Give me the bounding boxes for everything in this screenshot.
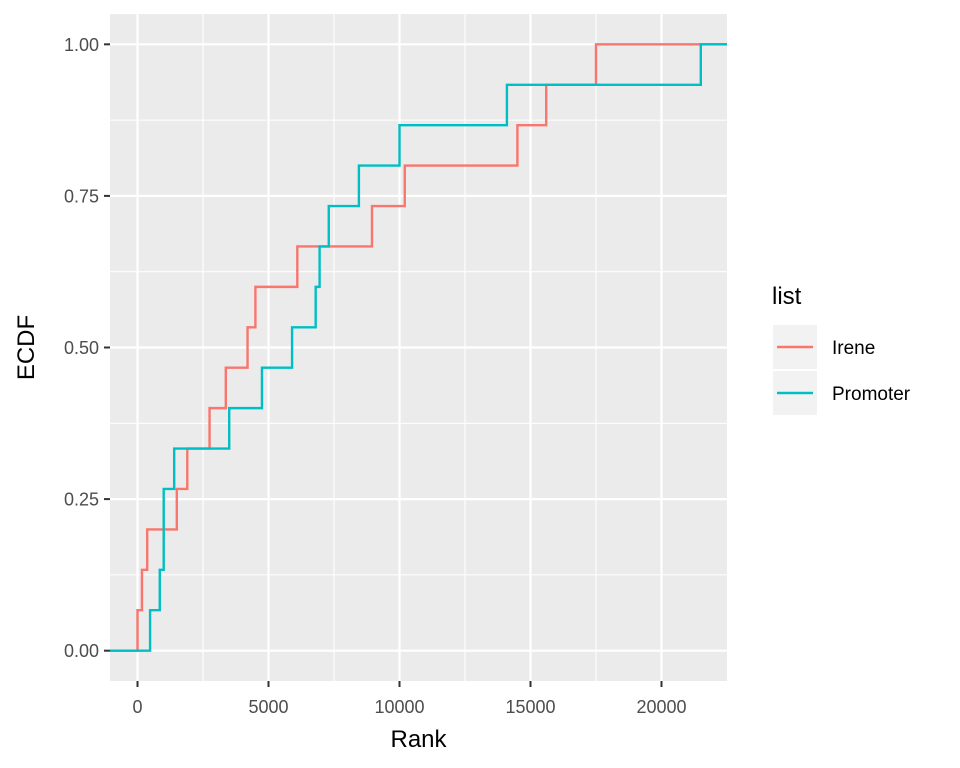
y-axis: 0.00 0.25 0.50 0.75 1.00 xyxy=(64,35,110,661)
x-axis: 0 5000 10000 15000 20000 xyxy=(133,681,687,717)
series-layer xyxy=(110,43,727,652)
y-tick-label: 0.00 xyxy=(64,641,99,661)
legend-label-irene: Irene xyxy=(832,338,875,359)
series-line-promoter xyxy=(110,43,727,652)
y-tick-label: 0.25 xyxy=(64,490,99,510)
legend-title: list xyxy=(772,283,802,310)
legend-key-irene xyxy=(773,325,817,369)
x-axis-title: Rank xyxy=(390,726,447,753)
legend-label-promoter: Promoter xyxy=(832,384,911,405)
legend-items: Irene Promoter xyxy=(773,325,911,415)
x-tick-label: 10000 xyxy=(374,697,424,717)
x-tick-label: 20000 xyxy=(636,697,686,717)
major-grid xyxy=(110,14,727,681)
y-tick-label: 0.50 xyxy=(64,338,99,358)
y-axis-title: ECDF xyxy=(13,315,40,380)
x-tick-label: 15000 xyxy=(505,697,555,717)
series-line-irene xyxy=(110,43,727,652)
x-tick-label: 0 xyxy=(133,697,143,717)
legend: list Irene Promoter xyxy=(772,283,911,415)
x-tick-label: 5000 xyxy=(248,697,288,717)
y-tick-label: 1.00 xyxy=(64,35,99,55)
legend-key-promoter xyxy=(773,371,817,415)
y-tick-label: 0.75 xyxy=(64,186,99,206)
